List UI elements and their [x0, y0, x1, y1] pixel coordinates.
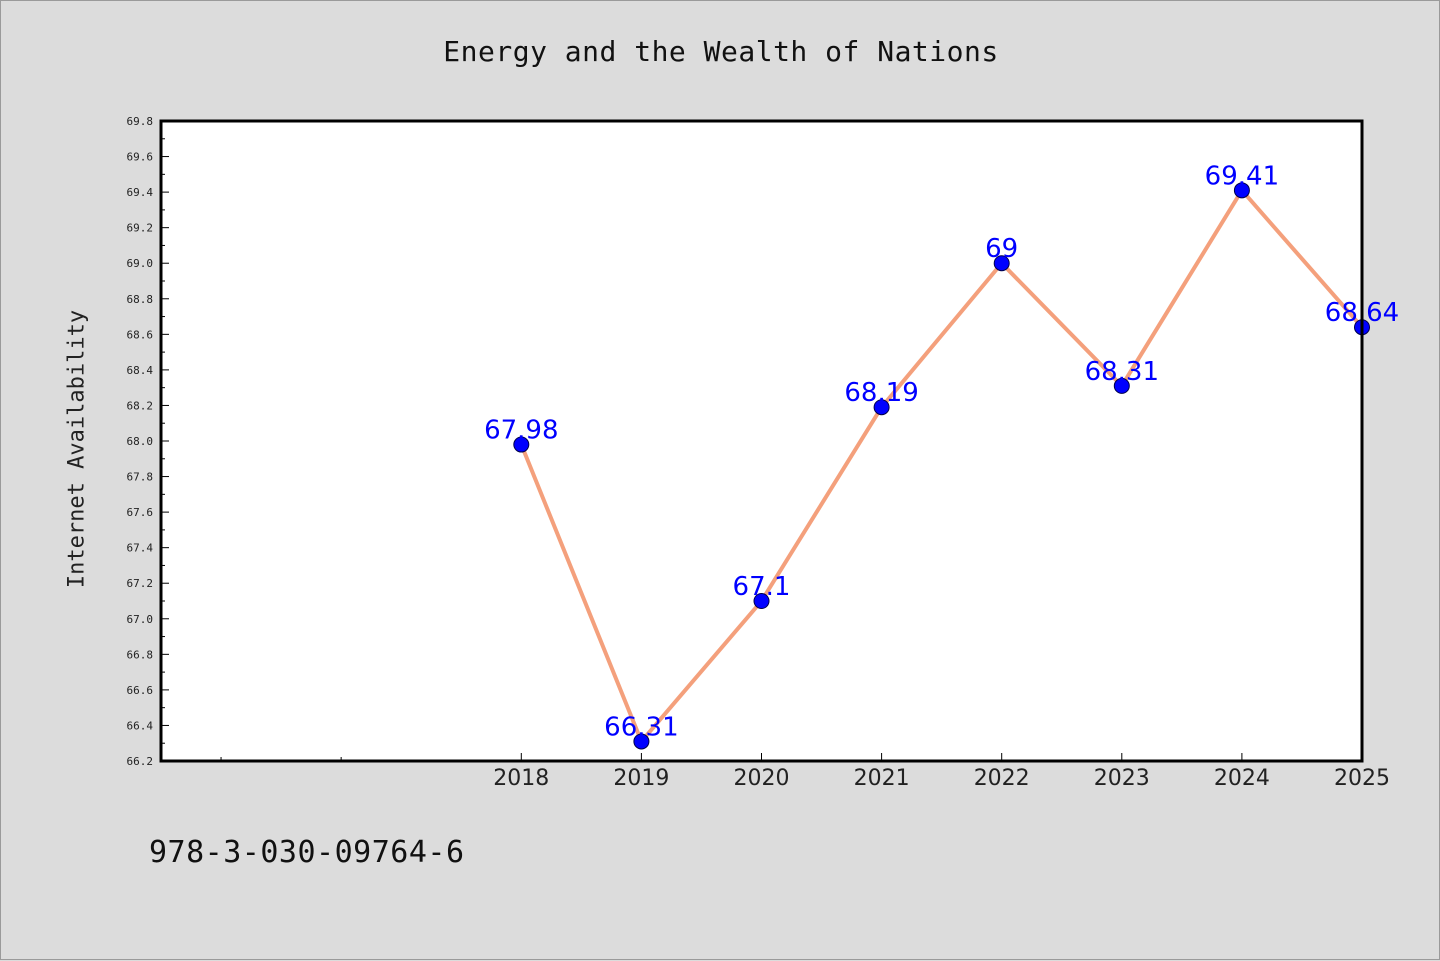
plot-area [161, 121, 1362, 761]
data-point [1113, 377, 1130, 394]
y-tick-label: 68.4 [127, 364, 154, 377]
x-tick-label: 2023 [1094, 766, 1150, 791]
x-tick-label: 2025 [1334, 766, 1390, 791]
x-tick-label: 2020 [734, 766, 790, 791]
plot-frame [159, 119, 1364, 763]
data-label: 69.41 [1205, 161, 1279, 191]
x-tick-label: 2018 [493, 766, 549, 791]
data-point [1233, 182, 1250, 199]
y-tick-label: 69.4 [127, 186, 154, 199]
y-tick-label: 67.0 [127, 613, 154, 626]
y-tick-label: 69.2 [127, 222, 154, 235]
y-tick-label: 68.0 [127, 435, 154, 448]
footer-note: 978-3-030-09764-6 [149, 835, 465, 870]
y-tick-label: 67.8 [127, 471, 154, 484]
x-tick-label: 2024 [1214, 766, 1270, 791]
data-label: 67.98 [484, 416, 558, 446]
y-tick-label: 68.2 [127, 399, 154, 412]
y-tick-label: 66.4 [127, 719, 154, 732]
y-tick-label: 67.2 [127, 577, 154, 590]
data-label: 69 [985, 234, 1018, 264]
data-point [513, 436, 530, 453]
y-tick-label: 66.8 [127, 648, 154, 661]
x-tick-label: 2019 [613, 766, 669, 791]
y-tick-label: 67.6 [127, 506, 154, 519]
x-tick-label: 2022 [974, 766, 1030, 791]
data-label: 67.1 [733, 572, 791, 602]
data-point [873, 399, 890, 416]
data-label: 68.31 [1085, 357, 1159, 387]
data-point [993, 255, 1010, 272]
y-tick-label: 67.4 [127, 542, 154, 555]
series-line [519, 188, 1364, 744]
y-tick-label: 69.6 [127, 151, 154, 164]
y-tick-label: 66.6 [127, 684, 154, 697]
y-tick-label: 69.8 [127, 115, 154, 128]
y-tick-label: 68.6 [127, 328, 154, 341]
y-tick-label: 66.2 [127, 755, 154, 768]
x-tick-label: 2021 [854, 766, 910, 791]
data-point [633, 733, 650, 750]
data-label: 66.31 [604, 712, 678, 742]
chart-title: Energy and the Wealth of Nations [443, 35, 999, 68]
data-point [753, 593, 770, 609]
data-label: 68.19 [844, 378, 918, 408]
y-tick-label: 68.8 [127, 293, 154, 306]
y-tick-label: 69.0 [127, 257, 154, 270]
